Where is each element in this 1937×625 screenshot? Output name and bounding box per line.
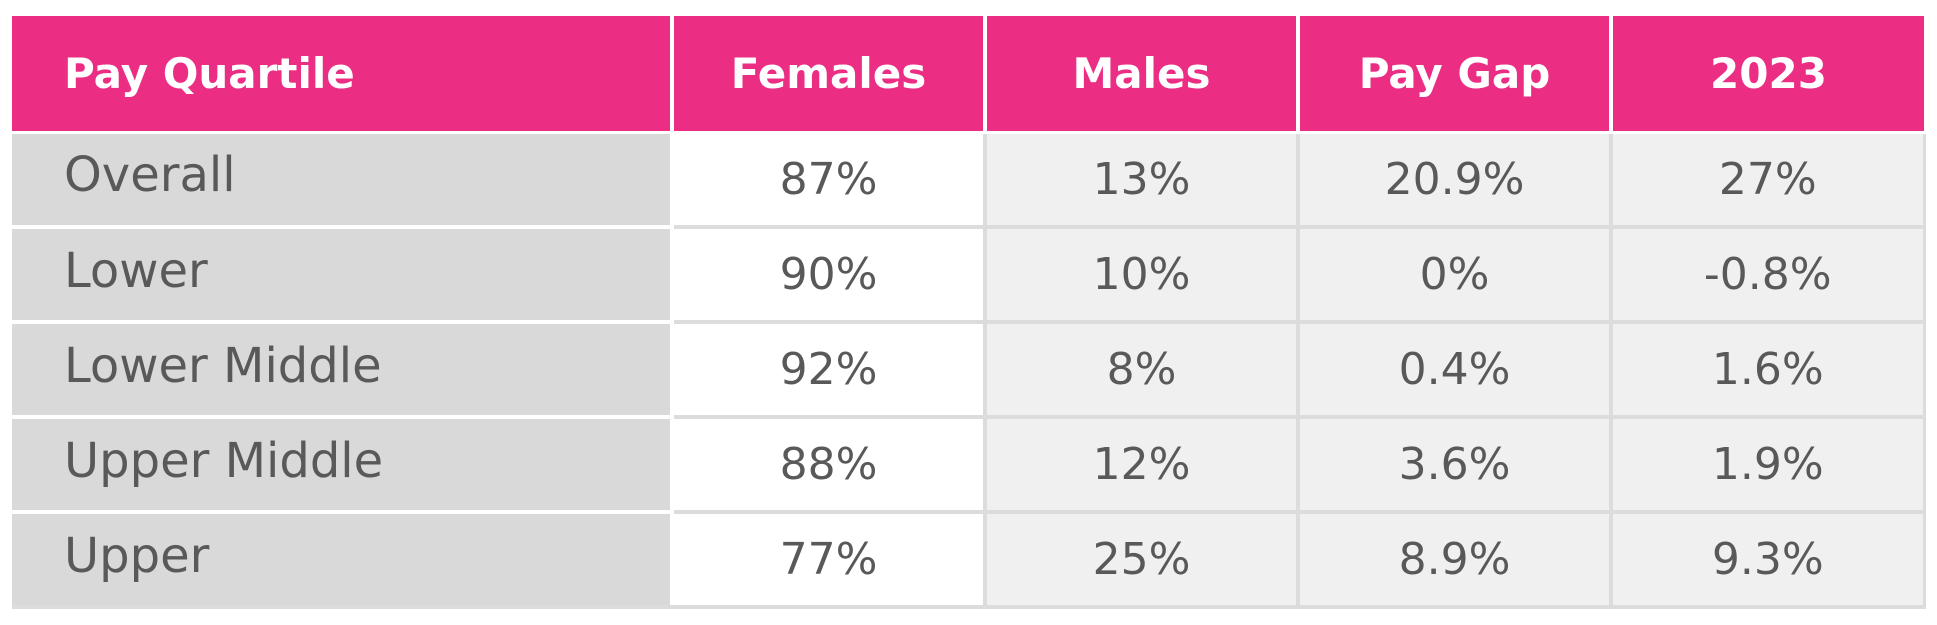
males-cell: 12%	[985, 417, 1300, 514]
table-row: Lower 90% 10% 0% -0.8%	[12, 227, 1926, 324]
header-pay-quartile: Pay Quartile	[12, 16, 674, 134]
quartile-label: Lower	[12, 227, 674, 324]
pay-gap-table: Pay Quartile Females Males Pay Gap 2023 …	[12, 16, 1926, 609]
pay-gap-cell: 8.9%	[1298, 512, 1613, 609]
quartile-label: Upper Middle	[12, 417, 674, 514]
males-cell: 13%	[985, 132, 1300, 229]
header-2023: 2023	[1611, 16, 1924, 134]
males-cell: 25%	[985, 512, 1300, 609]
quartile-label: Lower Middle	[12, 322, 674, 419]
header-females: Females	[672, 16, 987, 134]
year-2023-cell: 1.9%	[1611, 417, 1926, 514]
males-cell: 8%	[985, 322, 1300, 419]
header-pay-gap: Pay Gap	[1298, 16, 1613, 134]
table-row: Upper Middle 88% 12% 3.6% 1.9%	[12, 417, 1926, 514]
year-2023-cell: 9.3%	[1611, 512, 1926, 609]
females-cell: 88%	[672, 417, 987, 514]
males-cell: 10%	[985, 227, 1300, 324]
quartile-label: Overall	[12, 132, 674, 229]
females-cell: 77%	[672, 512, 987, 609]
year-2023-cell: 1.6%	[1611, 322, 1926, 419]
quartile-label: Upper	[12, 512, 674, 609]
year-2023-cell: -0.8%	[1611, 227, 1926, 324]
pay-gap-cell: 20.9%	[1298, 132, 1613, 229]
table-row: Lower Middle 92% 8% 0.4% 1.6%	[12, 322, 1926, 419]
pay-gap-cell: 0%	[1298, 227, 1613, 324]
year-2023-cell: 27%	[1611, 132, 1926, 229]
header-males: Males	[985, 16, 1300, 134]
pay-gap-cell: 0.4%	[1298, 322, 1613, 419]
females-cell: 87%	[672, 132, 987, 229]
table-row: Upper 77% 25% 8.9% 9.3%	[12, 512, 1926, 609]
table-row: Overall 87% 13% 20.9% 27%	[12, 132, 1926, 229]
females-cell: 90%	[672, 227, 987, 324]
pay-gap-cell: 3.6%	[1298, 417, 1613, 514]
females-cell: 92%	[672, 322, 987, 419]
table-header-row: Pay Quartile Females Males Pay Gap 2023	[12, 16, 1924, 134]
